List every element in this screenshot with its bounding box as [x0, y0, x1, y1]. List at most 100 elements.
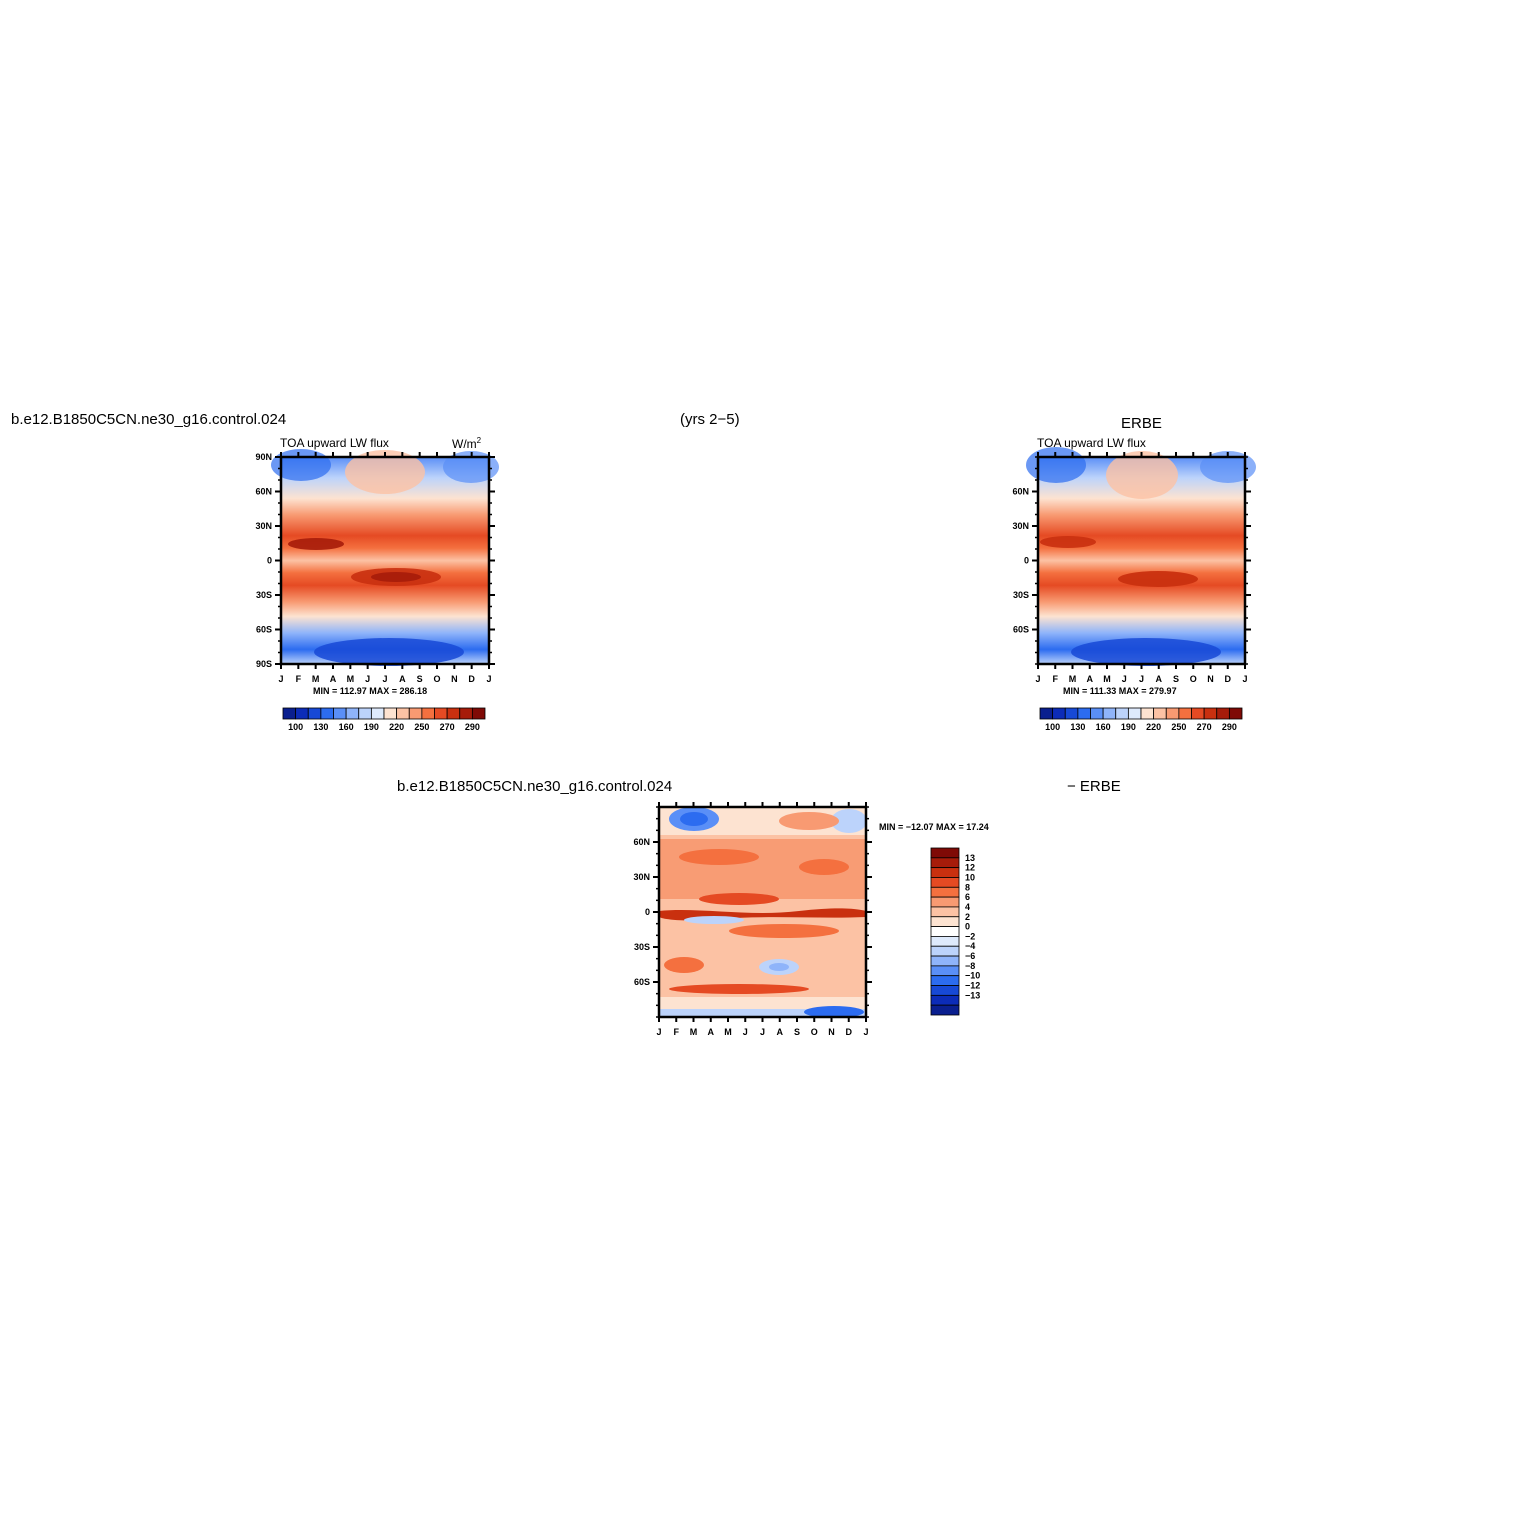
model-arctic-warm	[345, 450, 425, 494]
colorbar-diff-label: −13	[965, 990, 980, 1000]
diff-stats: MIN = −12.07 MAX = 17.24	[879, 822, 989, 832]
colorbar-diff-label: −12	[965, 981, 980, 991]
colorbar-diff-label: −2	[965, 931, 975, 941]
obs-variable-label: TOA upward LW flux	[1037, 436, 1146, 450]
obs-month-label: J	[1122, 674, 1127, 684]
diff-lat-label: 30N	[633, 872, 650, 882]
model-variable-label: TOA upward LW flux	[280, 436, 389, 450]
obs-month-label: D	[1225, 674, 1232, 684]
diff-southern-ocean-pos	[669, 984, 809, 994]
colorbar-diff-swatch	[930, 916, 960, 927]
diff-month-label: D	[846, 1027, 853, 1037]
model-nh-max	[288, 538, 344, 550]
model-month-label: A	[330, 674, 337, 684]
colorbar-diff-swatch	[930, 1004, 960, 1016]
colorbar-obs-swatch	[1115, 707, 1129, 720]
model-heatmap	[271, 449, 499, 666]
obs-month-label: F	[1053, 674, 1059, 684]
colorbar-diff-swatch	[930, 926, 960, 937]
colorbar-obs-swatch	[1052, 707, 1066, 720]
diff-dec-arctic-neg	[831, 809, 867, 833]
colorbar-obs-swatch	[1216, 707, 1230, 720]
colorbar-diff-label: −4	[965, 941, 975, 951]
model-month-label: O	[433, 674, 440, 684]
model-lat-label: 30S	[256, 590, 272, 600]
obs-stats: MIN = 111.33 MAX = 279.97	[1063, 686, 1177, 696]
diff-month-label: N	[828, 1027, 835, 1037]
colorbar-model-label: 250	[414, 722, 429, 732]
diff-month-label: J	[863, 1027, 868, 1037]
model-month-label: J	[365, 674, 370, 684]
units-base: W/m	[452, 437, 477, 451]
obs-month-label: J	[1242, 674, 1247, 684]
model-antarctic-cold	[314, 638, 464, 666]
obs-nh-max	[1040, 536, 1096, 548]
model-month-label: M	[347, 674, 355, 684]
colorbar-diff-swatch	[930, 857, 960, 869]
diff-sh-neg-core	[769, 963, 789, 971]
obs-month-label: J	[1035, 674, 1040, 684]
diff-lat-label: 0	[645, 907, 650, 917]
colorbar-obs-swatch	[1203, 707, 1218, 720]
model-lat-label: 30N	[255, 521, 272, 531]
colorbar-diff-label: 13	[965, 853, 975, 863]
colorbar-model-swatch	[345, 707, 360, 720]
model-month-label: N	[451, 674, 458, 684]
colorbar-obs-swatch	[1140, 707, 1155, 720]
diff-month-label: A	[708, 1027, 715, 1037]
colorbar-diff-swatch	[930, 896, 960, 908]
colorbar-obs-label: 190	[1121, 722, 1136, 732]
colorbar-obs-swatch	[1153, 707, 1167, 720]
colorbar-model-swatch	[358, 707, 372, 720]
obs-sh-max	[1118, 571, 1198, 587]
colorbar-obs-swatch	[1127, 707, 1142, 720]
colorbar-diff-label: −8	[965, 961, 975, 971]
colorbar-obs-swatch	[1064, 707, 1079, 720]
diff-month-label: J	[760, 1027, 765, 1037]
colorbar-model-label: 100	[288, 722, 303, 732]
colorbar-diff-swatch	[930, 975, 960, 986]
colorbar-model-label: 290	[465, 722, 480, 732]
diff-month-label: J	[743, 1027, 748, 1037]
colorbar-model-swatch	[396, 707, 410, 720]
colorbar-diff-label: −10	[965, 971, 980, 981]
colorbar-obs-swatch	[1191, 707, 1205, 720]
colorbar-diff-label: 0	[965, 922, 970, 932]
diff-month-label: F	[674, 1027, 680, 1037]
colorbar-diff-swatch	[930, 867, 960, 878]
model-heatmap-svg	[271, 449, 499, 666]
obs-month-label: A	[1156, 674, 1163, 684]
colorbar-model-swatch	[333, 707, 347, 720]
colorbar-diff-swatch	[930, 965, 960, 977]
obs-month-label: A	[1087, 674, 1094, 684]
colorbar-diff-label: 6	[965, 892, 970, 902]
model-month-label: J	[278, 674, 283, 684]
colorbar-obs-label: 250	[1171, 722, 1186, 732]
colorbar-model-label: 130	[313, 722, 328, 732]
diff-lat-label: 60S	[634, 977, 650, 987]
colorbar-model-swatch	[421, 707, 435, 720]
obs-lat-label: 0	[1024, 556, 1029, 566]
colorbar-obs-label: 130	[1070, 722, 1085, 732]
obs-arctic-warm	[1106, 451, 1178, 499]
colorbar-obs-swatch	[1039, 707, 1054, 720]
diff-jan-arctic-neg-core	[680, 812, 708, 826]
colorbar-model-swatch	[459, 707, 473, 720]
model-lat-label: 90N	[255, 452, 272, 462]
colorbar-diff-swatch	[930, 886, 960, 898]
colorbar-model-swatch	[383, 707, 398, 720]
diff-month-label: O	[811, 1027, 818, 1037]
diff-autumn-arctic-pos	[779, 812, 839, 830]
diff-antarctic-neg	[804, 1006, 864, 1018]
diff-month-label: M	[724, 1027, 732, 1037]
model-sh-peak	[371, 572, 421, 582]
colorbar-model-swatch	[408, 707, 423, 720]
colorbar-model-label: 160	[339, 722, 354, 732]
colorbar-obs-swatch	[1165, 707, 1180, 720]
model-units-label: W/m2	[452, 436, 481, 451]
colorbar-obs-label: 100	[1045, 722, 1060, 732]
obs-frame	[1036, 455, 1247, 666]
colorbar-model-swatch	[307, 707, 322, 720]
model-month-label: M	[312, 674, 320, 684]
obs-month-label: N	[1207, 674, 1214, 684]
